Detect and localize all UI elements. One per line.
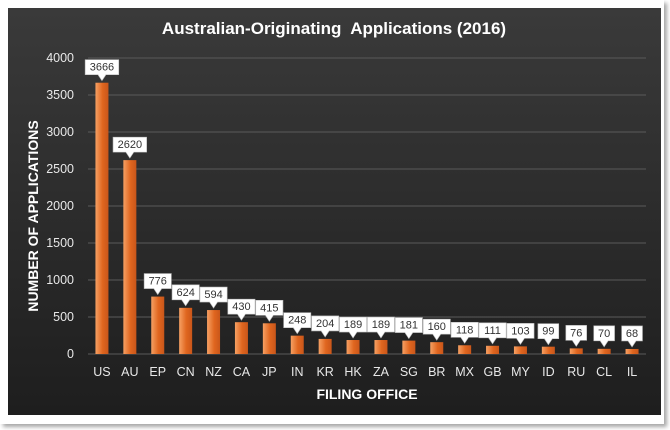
bar xyxy=(458,345,472,354)
data-label: 624 xyxy=(176,287,194,299)
bar xyxy=(179,307,193,354)
data-label: 430 xyxy=(232,301,250,313)
y-tick-label: 3500 xyxy=(46,88,74,102)
y-axis-title: NUMBER OF APPLICATIONS xyxy=(25,120,41,311)
data-label: 189 xyxy=(372,319,390,331)
x-tick-label: KR xyxy=(316,365,333,379)
y-tick-label: 500 xyxy=(53,310,74,324)
data-label-callout xyxy=(537,323,560,346)
y-tick-label: 3000 xyxy=(46,125,74,139)
data-label-callout xyxy=(283,312,312,335)
bar xyxy=(123,160,137,354)
x-tick-label: RU xyxy=(567,365,585,379)
x-tick-label: US xyxy=(93,365,110,379)
data-label: 776 xyxy=(149,276,167,288)
bar xyxy=(95,82,109,354)
x-tick-label: ID xyxy=(542,365,555,379)
bar xyxy=(207,310,221,354)
data-label-callout xyxy=(478,322,507,345)
bars xyxy=(95,82,639,354)
data-label: 118 xyxy=(456,324,474,336)
data-label: 68 xyxy=(626,328,638,340)
data-label-callout xyxy=(422,318,451,341)
x-tick-label: CN xyxy=(177,365,195,379)
x-tick-label: AU xyxy=(121,365,138,379)
x-tick-label: BR xyxy=(428,365,445,379)
data-label-callout xyxy=(171,284,200,307)
y-tick-label: 4000 xyxy=(46,51,74,65)
x-tick-label: CL xyxy=(596,365,612,379)
data-label-callout xyxy=(394,317,423,340)
bar xyxy=(597,348,611,354)
bar xyxy=(402,340,416,354)
y-tick-label: 1500 xyxy=(46,236,74,250)
x-tick-label: SG xyxy=(400,365,418,379)
bar xyxy=(486,345,500,354)
bar xyxy=(318,338,332,354)
data-label: 3666 xyxy=(90,62,114,74)
x-tick-label: IN xyxy=(291,365,304,379)
data-label-callout xyxy=(199,286,228,309)
y-tick-label: 0 xyxy=(67,347,74,361)
bar xyxy=(625,348,639,354)
bar xyxy=(430,342,444,354)
y-tick-label: 1000 xyxy=(46,273,74,287)
bar xyxy=(513,346,527,354)
data-label-callout xyxy=(565,325,587,347)
y-tick-label: 2500 xyxy=(46,162,74,176)
x-tick-label: ZA xyxy=(373,365,390,379)
data-label-callout xyxy=(227,298,256,321)
data-label-callout xyxy=(339,316,367,339)
data-label: 70 xyxy=(598,328,610,340)
data-label-callout xyxy=(593,325,615,348)
data-label-callout xyxy=(255,299,284,322)
x-tick-label: MX xyxy=(455,365,474,379)
bar xyxy=(290,335,304,354)
data-label-callout xyxy=(311,315,340,338)
data-label: 415 xyxy=(260,302,278,314)
x-tick-label: IL xyxy=(627,365,637,379)
x-tick-label: MY xyxy=(511,365,530,379)
data-label: 111 xyxy=(484,325,501,337)
bar xyxy=(569,348,583,354)
data-label: 181 xyxy=(400,320,418,332)
data-label-callout xyxy=(84,59,120,82)
data-label: 204 xyxy=(316,318,334,330)
data-label: 103 xyxy=(511,325,529,337)
bar xyxy=(234,322,248,354)
x-tick-label: EP xyxy=(149,365,166,379)
data-label-callout xyxy=(112,136,147,159)
bar xyxy=(151,296,165,354)
x-tick-label: HK xyxy=(344,365,362,379)
chart-title: Australian-Originating Applications (201… xyxy=(162,19,506,38)
data-labels: 3666 2620 776 624 594 430 415 248 204 189 189 181 16… xyxy=(84,59,643,348)
data-label-callout xyxy=(143,273,172,296)
x-tick-label: JP xyxy=(262,365,277,379)
data-label: 76 xyxy=(570,327,582,339)
data-label-callout xyxy=(506,323,535,345)
data-label-callout xyxy=(450,321,479,344)
data-label: 594 xyxy=(204,289,222,301)
bar xyxy=(346,340,360,354)
bar-chart: 0 500 1000 1500 2000 2500 3000 3500 4000 US AU EP C… xyxy=(8,8,661,415)
y-axis-ticks: 0 500 1000 1500 2000 2500 3000 3500 4000 xyxy=(46,51,74,361)
data-label-callout xyxy=(621,325,643,348)
x-axis-ticks: US AU EP CN NZ CA JP IN KR HK ZA SG BR MX GB MY ID RU CL IL xyxy=(93,365,637,379)
data-label: 99 xyxy=(542,326,554,338)
bar xyxy=(374,340,388,354)
bar xyxy=(541,346,555,354)
bar xyxy=(262,323,276,354)
x-tick-label: CA xyxy=(233,365,251,379)
y-tick-label: 2000 xyxy=(46,199,74,213)
x-tick-label: GB xyxy=(484,365,502,379)
data-label: 160 xyxy=(428,321,446,333)
x-tick-label: NZ xyxy=(205,365,222,379)
data-label: 189 xyxy=(344,319,362,331)
data-label: 2620 xyxy=(118,139,142,151)
data-label-callout xyxy=(367,316,395,339)
chart-frame: 0 500 1000 1500 2000 2500 3000 3500 4000 US AU EP C… xyxy=(8,8,661,415)
x-axis-title: FILING OFFICE xyxy=(316,386,417,402)
data-label: 248 xyxy=(288,315,306,327)
